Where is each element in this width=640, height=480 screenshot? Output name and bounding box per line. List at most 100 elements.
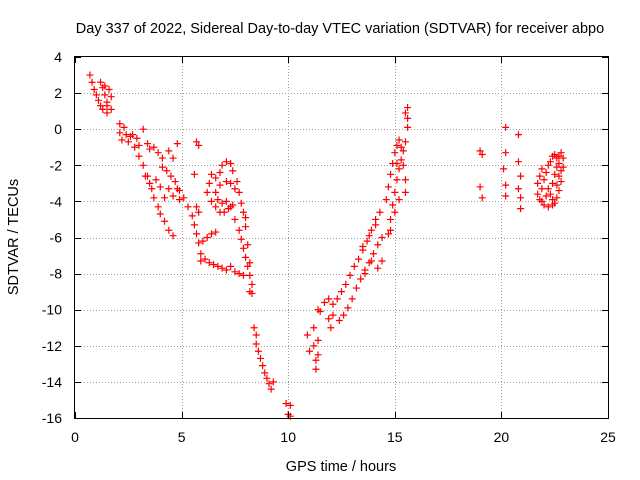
data-point: [190, 221, 198, 229]
data-point: [559, 163, 567, 171]
data-point: [161, 194, 169, 202]
data-point: [514, 185, 522, 193]
data-point: [363, 237, 371, 245]
data-point: [344, 304, 352, 312]
data-point: [205, 179, 213, 187]
data-point: [314, 336, 322, 344]
data-point: [502, 181, 510, 189]
data-point: [141, 172, 149, 180]
data-point: [239, 244, 247, 252]
series-arc-5: [199, 228, 247, 279]
data-point: [150, 143, 158, 151]
series-arc-12: [476, 147, 486, 202]
data-point: [212, 174, 220, 182]
y-tick-labels: -16 -14 -12 -10 -8 -6 -4 -2 0 2 4: [42, 49, 62, 426]
data-point: [395, 165, 403, 173]
data-point: [227, 179, 235, 187]
data-point: [173, 140, 181, 148]
data-point: [378, 234, 386, 241]
data-point: [94, 96, 102, 104]
data-point: [376, 208, 384, 216]
data-point: [107, 105, 115, 113]
data-point: [212, 228, 220, 236]
data-point: [540, 176, 548, 184]
data-point: [397, 143, 405, 151]
data-point: [169, 192, 177, 200]
data-point: [92, 91, 100, 99]
data-point: [333, 295, 341, 303]
y-tick-label: -12: [42, 338, 62, 354]
data-point: [263, 374, 271, 382]
data-point: [355, 255, 363, 263]
data-point: [286, 401, 294, 409]
data-point: [502, 123, 510, 131]
data-point: [404, 123, 412, 131]
data-point: [559, 154, 567, 162]
data-point: [193, 203, 201, 211]
data-point: [184, 203, 192, 211]
data-point: [500, 165, 508, 173]
data-point: [557, 167, 565, 175]
data-point: [165, 147, 173, 155]
data-point: [542, 192, 550, 200]
data-point: [195, 239, 203, 247]
data-point: [306, 347, 314, 355]
data-point: [242, 253, 250, 261]
y-tick-label: -14: [42, 374, 62, 390]
data-point: [237, 199, 245, 207]
y-tick-label: 0: [54, 121, 62, 137]
data-point: [350, 262, 358, 270]
data-point: [105, 85, 113, 93]
data-point: [517, 194, 525, 202]
x-tick-label: 5: [178, 429, 186, 445]
data-point: [97, 102, 105, 110]
x-tick-labels: 0 5 10 15 20 25: [71, 429, 616, 445]
data-point: [399, 147, 407, 155]
data-point: [404, 114, 412, 122]
data-point: [86, 71, 94, 79]
data-point: [205, 259, 213, 267]
data-point: [246, 259, 254, 267]
data-point: [546, 190, 554, 198]
data-point: [372, 221, 380, 229]
data-point: [207, 170, 215, 178]
data-point: [478, 150, 486, 158]
data-point: [553, 181, 561, 189]
data-point: [267, 385, 275, 393]
y-tick-label: 4: [54, 49, 62, 65]
data-point: [116, 129, 124, 137]
data-point: [346, 271, 354, 279]
data-point: [252, 340, 260, 348]
x-tick-label: 10: [280, 429, 296, 445]
data-point: [534, 190, 542, 198]
data-point: [103, 109, 111, 117]
data-point: [131, 143, 139, 151]
data-point: [378, 257, 386, 265]
data-point: [197, 257, 205, 265]
data-point: [391, 208, 399, 216]
y-tick-label: -8: [50, 266, 63, 282]
data-point: [118, 136, 126, 144]
data-point: [90, 85, 98, 93]
data-point: [538, 185, 546, 193]
data-point: [158, 154, 166, 162]
data-point: [163, 167, 171, 175]
data-point: [216, 181, 224, 189]
y-tick-label: -2: [50, 157, 63, 173]
series-arc-2: [116, 120, 181, 162]
data-point: [555, 172, 563, 180]
data-point: [534, 179, 542, 187]
data-point: [314, 306, 322, 314]
data-point: [544, 161, 552, 169]
data-point: [235, 270, 243, 278]
data-point: [327, 324, 335, 332]
data-point: [254, 347, 262, 355]
data-point: [514, 131, 522, 139]
data-point: [357, 275, 365, 283]
data-point: [365, 232, 373, 240]
data-point: [242, 214, 250, 222]
data-point: [246, 288, 254, 296]
data-point: [126, 132, 134, 140]
data-point: [146, 179, 154, 187]
data-point: [399, 161, 407, 169]
